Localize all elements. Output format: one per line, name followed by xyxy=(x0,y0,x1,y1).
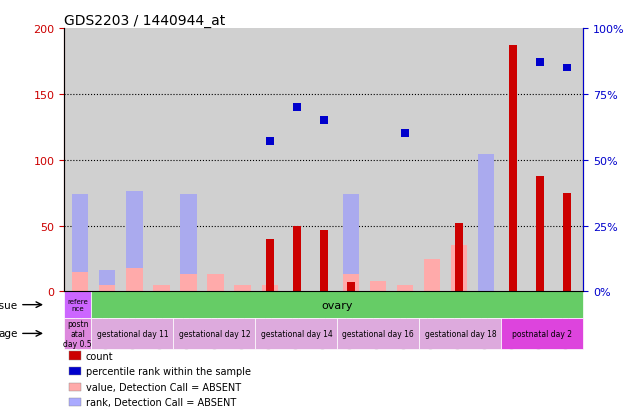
Bar xyxy=(509,46,517,292)
Bar xyxy=(69,398,81,406)
Bar xyxy=(64,318,92,349)
Text: value, Detection Call = ABSENT: value, Detection Call = ABSENT xyxy=(86,382,241,392)
Bar xyxy=(343,275,359,292)
Text: gestational day 11: gestational day 11 xyxy=(97,329,168,338)
Bar xyxy=(99,271,115,292)
Bar xyxy=(180,275,197,292)
Text: postn
atal
day 0.5: postn atal day 0.5 xyxy=(63,319,92,349)
Text: age: age xyxy=(0,329,17,339)
Bar xyxy=(343,195,359,292)
Bar xyxy=(370,281,386,292)
Bar xyxy=(320,117,328,125)
Bar xyxy=(563,193,571,292)
Bar xyxy=(337,318,419,349)
Bar xyxy=(265,239,274,292)
Text: count: count xyxy=(86,351,113,361)
Text: gestational day 12: gestational day 12 xyxy=(179,329,250,338)
Text: refere
nce: refere nce xyxy=(67,299,88,311)
Bar xyxy=(424,259,440,292)
Bar xyxy=(235,285,251,292)
Bar xyxy=(478,155,494,292)
Text: GDS2203 / 1440944_at: GDS2203 / 1440944_at xyxy=(64,14,226,28)
Bar xyxy=(126,268,142,292)
Text: gestational day 18: gestational day 18 xyxy=(424,329,496,338)
Bar xyxy=(320,230,328,292)
Bar xyxy=(262,285,278,292)
Bar xyxy=(455,223,463,292)
Bar xyxy=(419,318,501,349)
Bar xyxy=(292,226,301,292)
Bar xyxy=(536,176,544,292)
Bar xyxy=(401,130,409,138)
Text: rank, Detection Call = ABSENT: rank, Detection Call = ABSENT xyxy=(86,397,236,407)
Bar xyxy=(180,195,197,292)
Bar xyxy=(72,195,88,292)
Bar xyxy=(292,104,301,112)
Bar xyxy=(64,292,92,318)
Bar xyxy=(126,192,142,292)
Text: gestational day 14: gestational day 14 xyxy=(260,329,332,338)
Text: postnatal day 2: postnatal day 2 xyxy=(512,329,572,338)
Text: gestational day 16: gestational day 16 xyxy=(342,329,414,338)
Bar xyxy=(397,285,413,292)
Bar xyxy=(563,64,571,72)
Bar xyxy=(69,382,81,391)
Bar xyxy=(208,275,224,292)
Bar xyxy=(69,367,81,375)
Bar xyxy=(451,246,467,292)
Text: percentile rank within the sample: percentile rank within the sample xyxy=(86,366,251,376)
Text: tissue: tissue xyxy=(0,300,17,310)
Bar xyxy=(265,138,274,146)
Bar xyxy=(92,318,174,349)
Bar xyxy=(536,59,544,67)
Bar xyxy=(255,318,337,349)
Bar xyxy=(174,318,255,349)
Bar xyxy=(99,285,115,292)
Bar xyxy=(347,282,355,292)
Bar xyxy=(72,272,88,292)
Text: ovary: ovary xyxy=(322,300,353,310)
Bar xyxy=(501,318,583,349)
Bar xyxy=(69,351,81,360)
Bar xyxy=(153,285,170,292)
